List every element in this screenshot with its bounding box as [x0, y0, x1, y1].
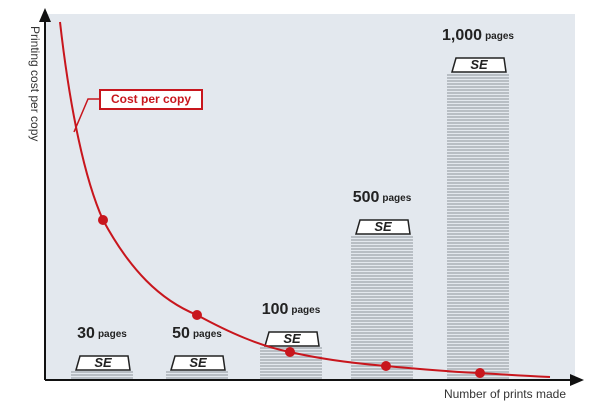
stack-count: 500 [353, 189, 380, 206]
curve-point [192, 310, 202, 320]
y-axis-label: Printing cost per copy [28, 26, 42, 141]
stack-unit: pages [485, 31, 514, 42]
stack-count: 50 [172, 325, 190, 342]
logo: SE [470, 57, 488, 72]
stack-count: 1,000 [442, 27, 482, 44]
logo: SE [189, 355, 207, 370]
x-axis-label: Number of prints made [444, 387, 566, 401]
stack-unit: pages [193, 329, 222, 340]
stack-unit: pages [98, 329, 127, 340]
logo: SE [283, 331, 301, 346]
logo: SE [94, 355, 112, 370]
curve-label: Cost per copy [111, 92, 191, 106]
curve-point [381, 361, 391, 371]
stack-unit: pages [291, 305, 320, 316]
logo: SE [374, 219, 392, 234]
curve-point [475, 368, 485, 378]
curve-point [285, 347, 295, 357]
curve-point [98, 215, 108, 225]
stack-count: 30 [77, 325, 95, 342]
x-axis-arrow [570, 374, 584, 386]
stack-count: 100 [262, 301, 289, 318]
stack-unit: pages [382, 193, 411, 204]
chart: Printing cost per copy Number of prints … [0, 0, 590, 403]
